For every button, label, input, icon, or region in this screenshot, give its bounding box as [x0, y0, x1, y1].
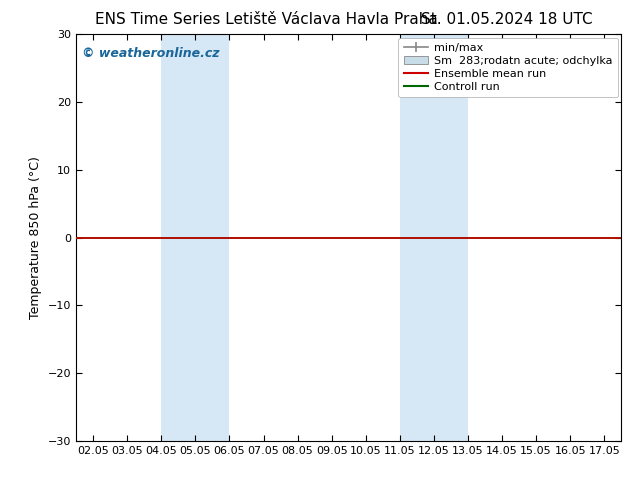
Legend: min/max, Sm  283;rodatn acute; odchylka, Ensemble mean run, Controll run: min/max, Sm 283;rodatn acute; odchylka, … [398, 38, 618, 97]
Bar [400, 34, 468, 441]
Text: © weatheronline.cz: © weatheronline.cz [82, 47, 219, 59]
Bar [161, 34, 230, 441]
Text: St. 01.05.2024 18 UTC: St. 01.05.2024 18 UTC [422, 12, 593, 27]
Text: ENS Time Series Letiště Václava Havla Praha: ENS Time Series Letiště Václava Havla Pr… [95, 12, 437, 27]
Y-axis label: Temperature 850 hPa (°C): Temperature 850 hPa (°C) [29, 156, 42, 319]
